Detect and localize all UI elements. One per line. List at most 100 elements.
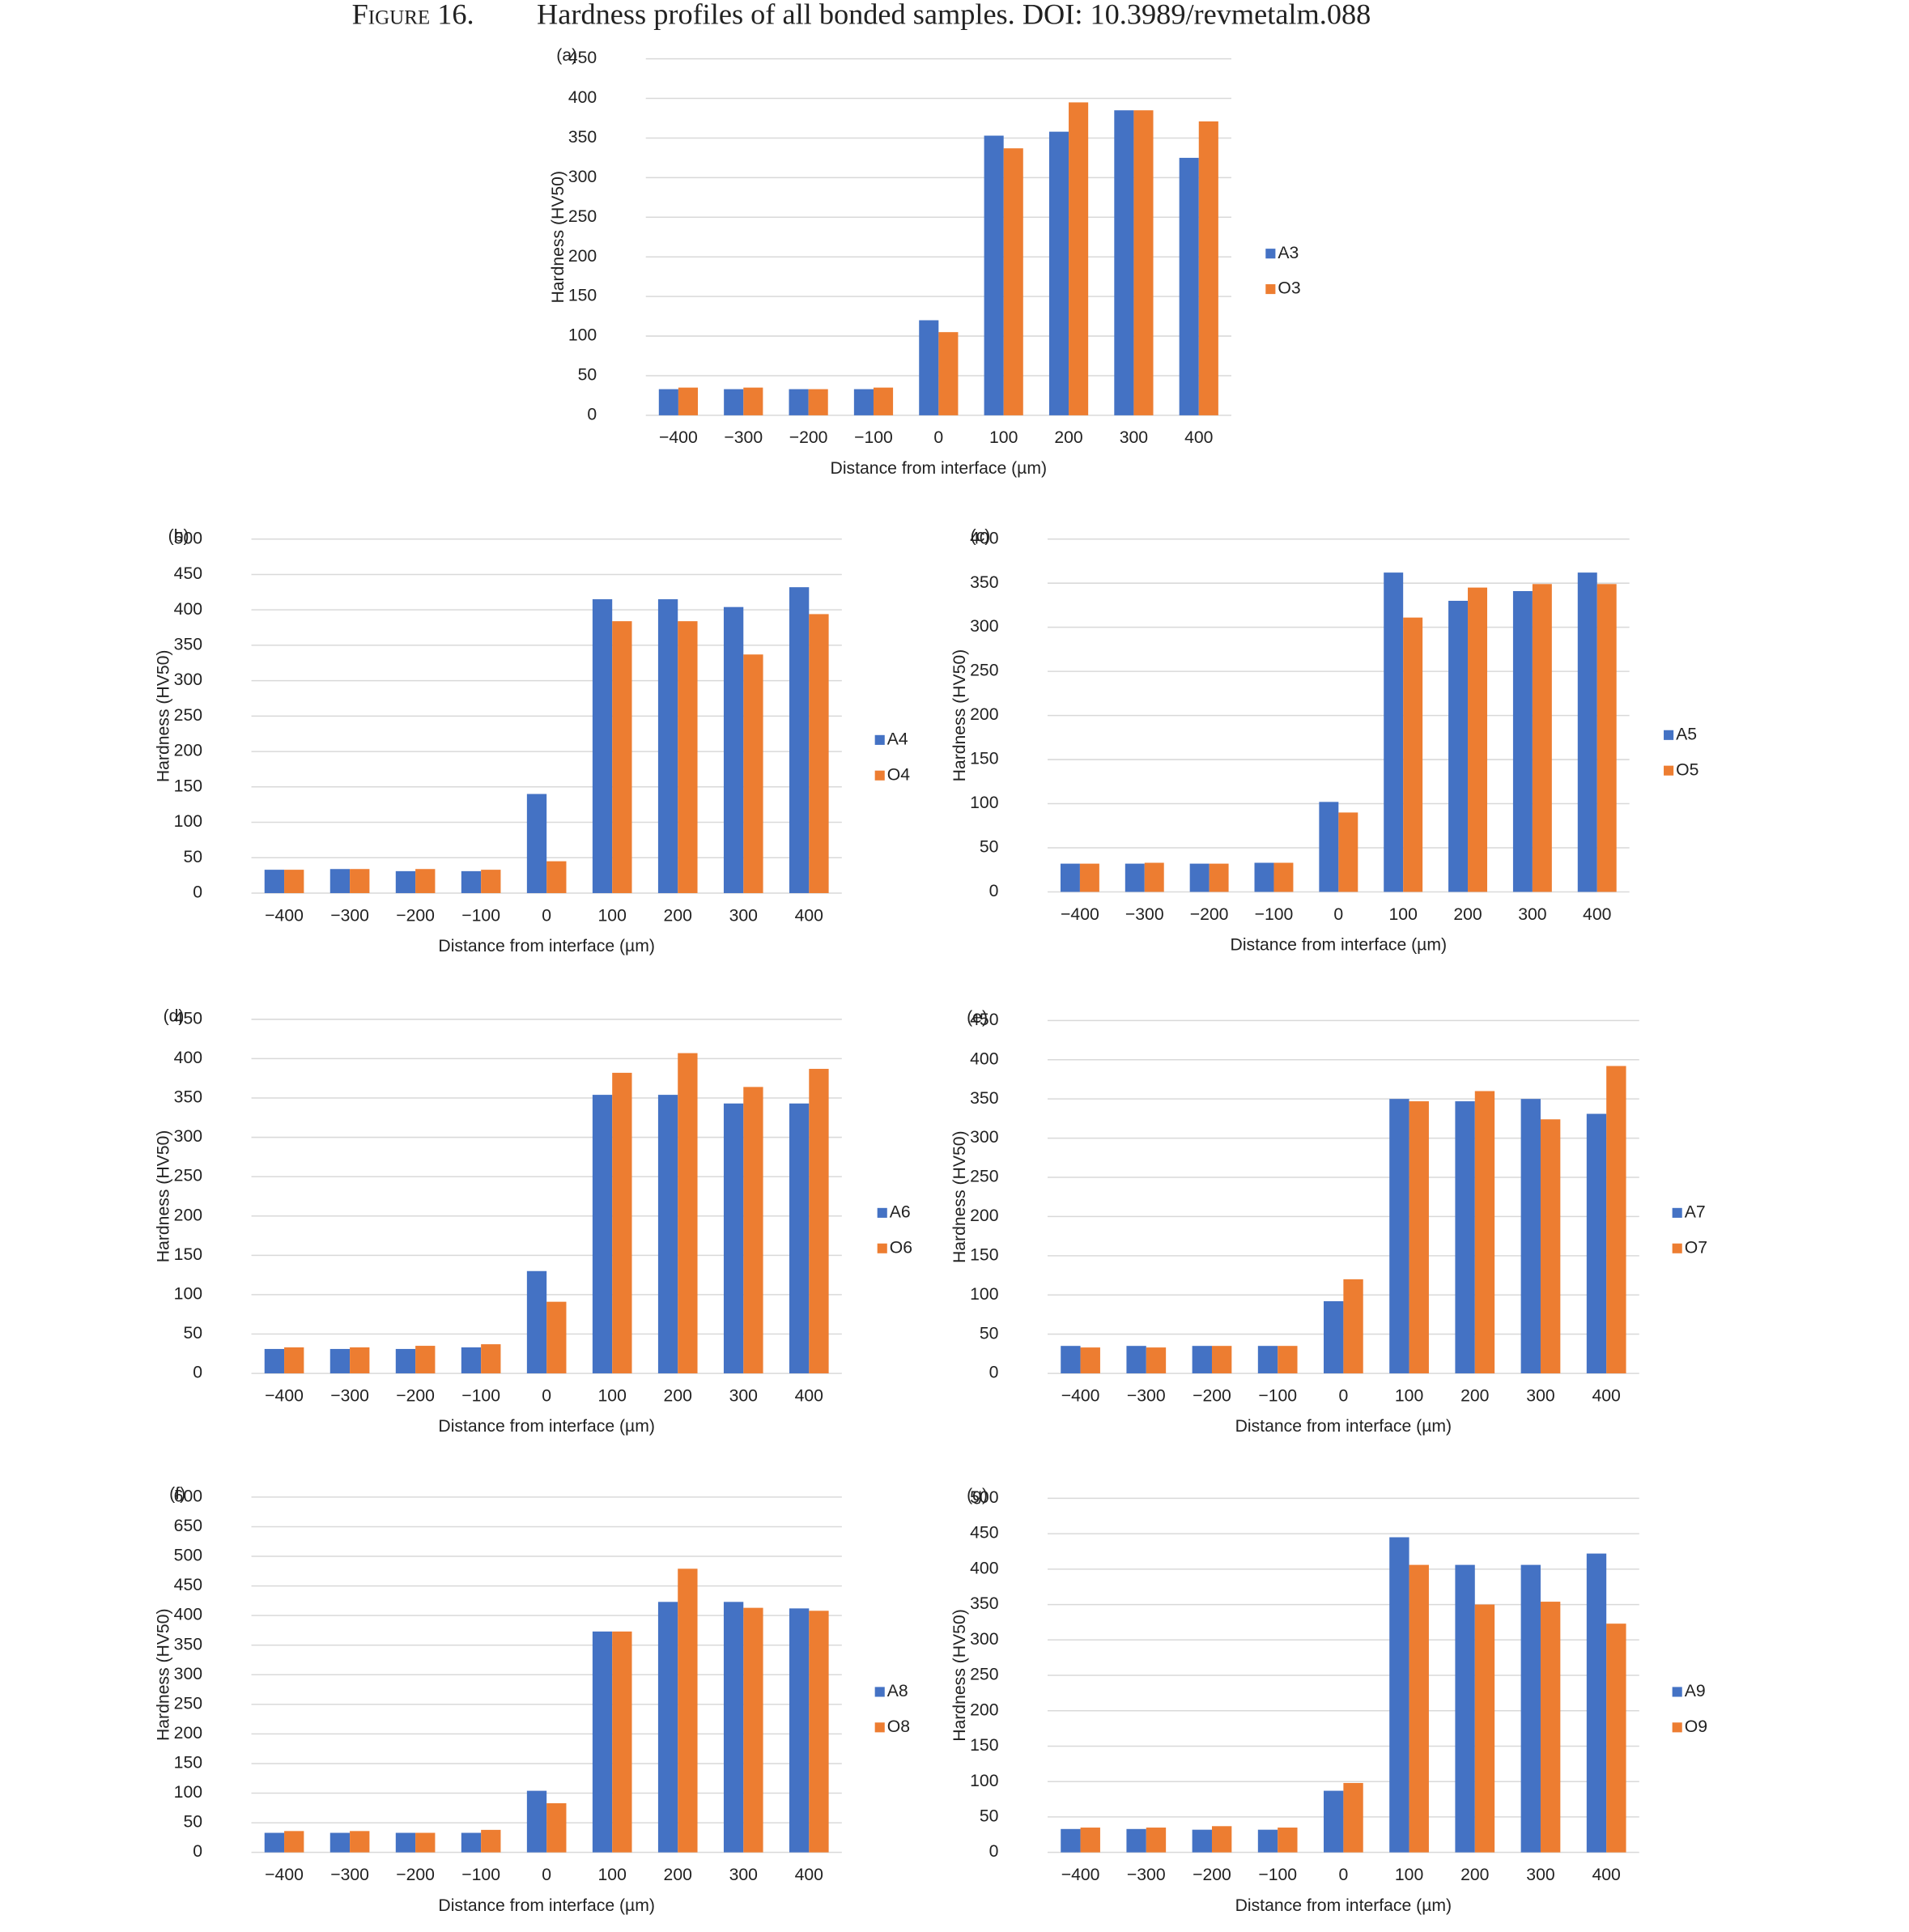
y-tick-label: 250 (174, 1694, 202, 1713)
bar (743, 1087, 763, 1374)
y-tick-label: 50 (183, 848, 202, 866)
bar (1384, 572, 1404, 892)
bar (546, 1802, 567, 1853)
bar (1048, 131, 1069, 415)
y-tick-label: 50 (578, 366, 597, 385)
bar (1448, 600, 1469, 892)
y-tick-label: 200 (970, 1206, 998, 1225)
bar (808, 389, 828, 415)
x-tick-label: 300 (729, 1386, 758, 1405)
y-tick-label: 0 (989, 1364, 999, 1382)
bar (1389, 1099, 1409, 1374)
bar (657, 599, 678, 893)
x-tick-label: 0 (542, 906, 551, 925)
bar (1254, 862, 1274, 892)
legend-swatch (1672, 1243, 1682, 1253)
bar (395, 1348, 416, 1374)
bar (546, 1301, 567, 1374)
bar (612, 1072, 632, 1374)
x-tick-label: −100 (461, 906, 500, 925)
bar (658, 389, 678, 415)
x-tick-label: −300 (1127, 1386, 1166, 1405)
y-tick-label: 400 (568, 88, 597, 107)
legend-label: A7 (1685, 1202, 1706, 1221)
legend-label: A8 (887, 1682, 908, 1700)
y-tick-label: 300 (174, 1665, 202, 1683)
bar (678, 621, 698, 893)
x-tick-label: 200 (1460, 1386, 1489, 1405)
bar (678, 387, 699, 415)
y-tick-label: 100 (174, 1284, 202, 1303)
bar (1211, 1826, 1232, 1853)
x-tick-label: 300 (1120, 428, 1148, 447)
bar (1189, 863, 1210, 892)
y-tick-label: 450 (970, 1524, 998, 1543)
x-tick-label: −100 (1258, 1386, 1297, 1405)
bar (1468, 587, 1487, 892)
bar (724, 389, 744, 415)
bar (1060, 863, 1080, 892)
bar (1146, 1347, 1167, 1374)
bar (1338, 812, 1358, 892)
x-tick-label: −200 (1190, 905, 1229, 924)
legend-swatch (1672, 1687, 1682, 1697)
bar (1319, 802, 1339, 892)
y-tick-label: 250 (568, 207, 597, 226)
y-tick-label: 150 (970, 1736, 998, 1755)
x-tick-label: 400 (795, 906, 823, 925)
bar (1606, 1066, 1626, 1374)
x-axis-label: Distance from interface (µm) (1235, 1896, 1452, 1915)
bar (1520, 1099, 1541, 1374)
bar (1061, 1828, 1081, 1853)
bar (415, 1346, 436, 1374)
y-tick-label: 200 (174, 1724, 202, 1743)
x-tick-label: −200 (1193, 1386, 1231, 1405)
bar (1278, 1828, 1298, 1853)
y-tick-label: 200 (970, 1700, 998, 1719)
bar (1146, 1828, 1167, 1853)
bar (1198, 121, 1218, 415)
bar (1606, 1623, 1626, 1853)
legend-label: A6 (890, 1202, 911, 1221)
bar (1192, 1829, 1212, 1853)
y-tick-label: 250 (970, 1666, 998, 1684)
y-tick-label: 400 (174, 1606, 202, 1624)
y-tick-label: 0 (193, 1842, 202, 1861)
bar (1389, 1537, 1409, 1853)
x-tick-label: −300 (1127, 1866, 1166, 1884)
bar (723, 606, 744, 893)
bar (481, 870, 501, 893)
y-axis-label: Hardness (HV50) (155, 1608, 173, 1741)
x-axis-label: Distance from interface (µm) (1231, 936, 1448, 955)
bar (592, 1631, 613, 1853)
bar (1343, 1279, 1363, 1374)
y-tick-label: 100 (174, 812, 202, 831)
bar (809, 1611, 829, 1853)
bar (350, 1831, 370, 1853)
bar (415, 869, 436, 893)
x-tick-label: 0 (933, 428, 943, 447)
x-tick-label: −300 (330, 906, 369, 925)
y-tick-label: 50 (980, 1324, 999, 1343)
y-tick-label: 400 (174, 600, 202, 619)
y-tick-label: 350 (174, 1088, 202, 1107)
y-tick-label: 300 (970, 1128, 998, 1147)
x-axis-label: Distance from interface (µm) (438, 1896, 655, 1915)
bar (350, 1347, 370, 1374)
x-tick-label: 0 (1338, 1386, 1348, 1405)
bar (1133, 110, 1154, 415)
y-axis-label: Hardness (HV50) (549, 171, 568, 304)
bar (264, 870, 285, 893)
bar (789, 1103, 810, 1374)
y-tick-label: 0 (193, 883, 202, 902)
bar (330, 1832, 351, 1853)
panel-label: (e) (967, 1008, 988, 1027)
x-tick-label: 100 (1395, 1386, 1423, 1405)
panel-label: (a) (556, 46, 577, 65)
legend-label: A3 (1278, 244, 1299, 262)
legend-label: O5 (1676, 760, 1699, 779)
legend-label: A4 (887, 730, 908, 748)
bar (415, 1832, 436, 1853)
y-tick-label: 150 (970, 1245, 998, 1264)
y-tick-label: 600 (174, 1487, 202, 1505)
